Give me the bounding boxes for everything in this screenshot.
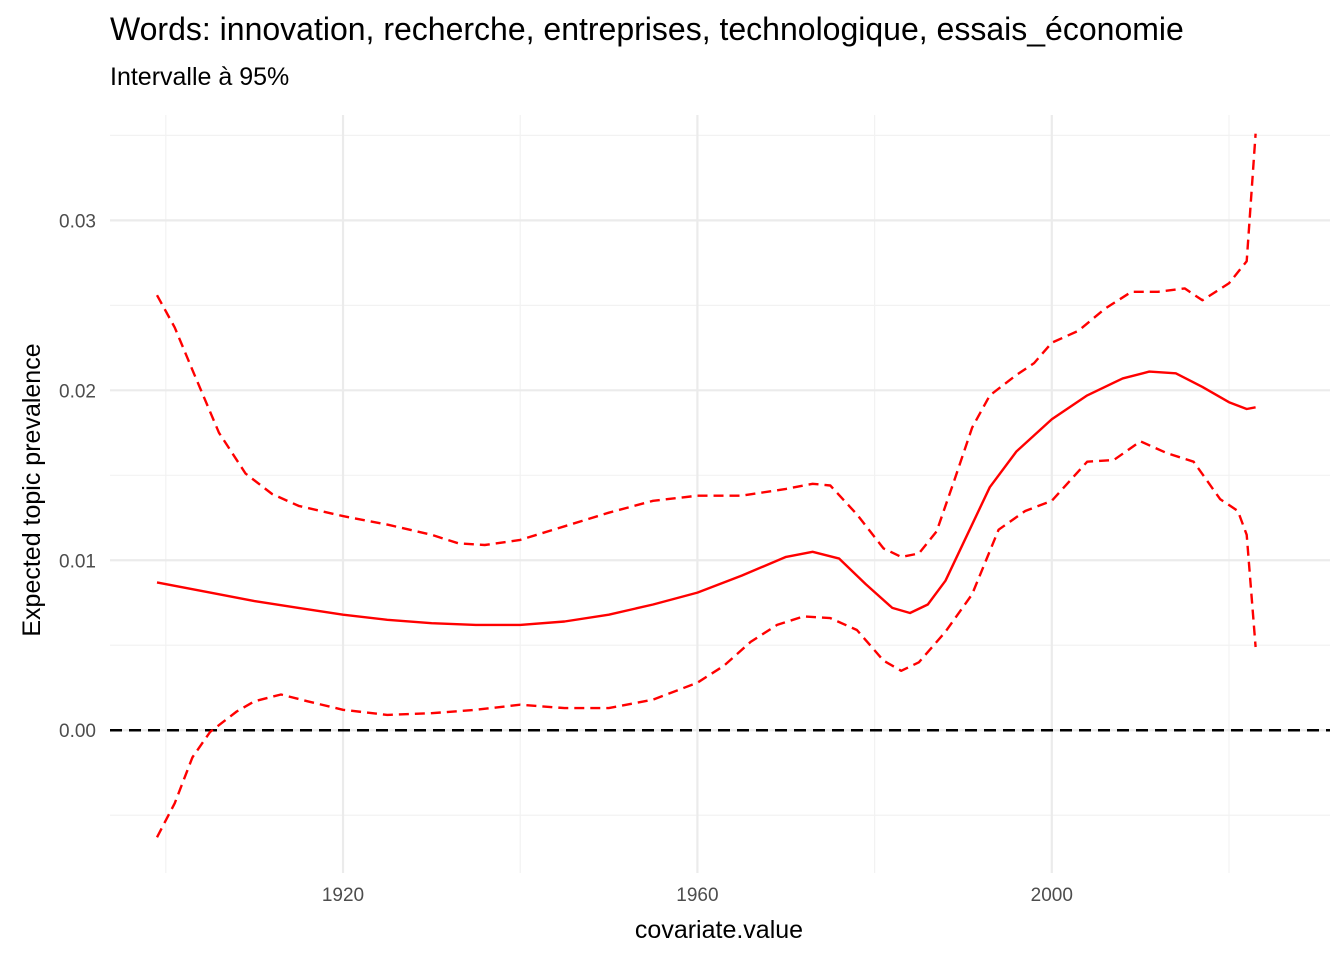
x-tick-label-1: 1960 bbox=[676, 885, 718, 906]
chart-subtitle: Intervalle à 95% bbox=[110, 63, 289, 91]
upper-bound-line bbox=[155, 133, 1257, 559]
lower-bound-line bbox=[155, 440, 1257, 838]
chart-title: Words: innovation, recherche, entreprise… bbox=[110, 11, 1184, 47]
y-tick-label-3: 0.03 bbox=[59, 211, 96, 232]
y-tick-label-1: 0.01 bbox=[59, 551, 96, 572]
x-axis-ticks: 1920 1960 2000 bbox=[322, 885, 1073, 906]
y-axis-ticks: 0.00 0.01 0.02 0.03 bbox=[59, 211, 96, 742]
x-axis-label: covariate.value bbox=[635, 916, 803, 944]
y-tick-label-0: 0.00 bbox=[59, 721, 96, 742]
estimate-line bbox=[156, 370, 1256, 627]
gridlines bbox=[110, 115, 1330, 873]
x-tick-label-0: 1920 bbox=[322, 885, 364, 906]
series-layer bbox=[155, 133, 1257, 838]
y-axis-label: Expected topic prevalence bbox=[18, 343, 46, 636]
y-tick-label-2: 0.02 bbox=[59, 381, 96, 402]
x-tick-label-2: 2000 bbox=[1031, 885, 1073, 906]
